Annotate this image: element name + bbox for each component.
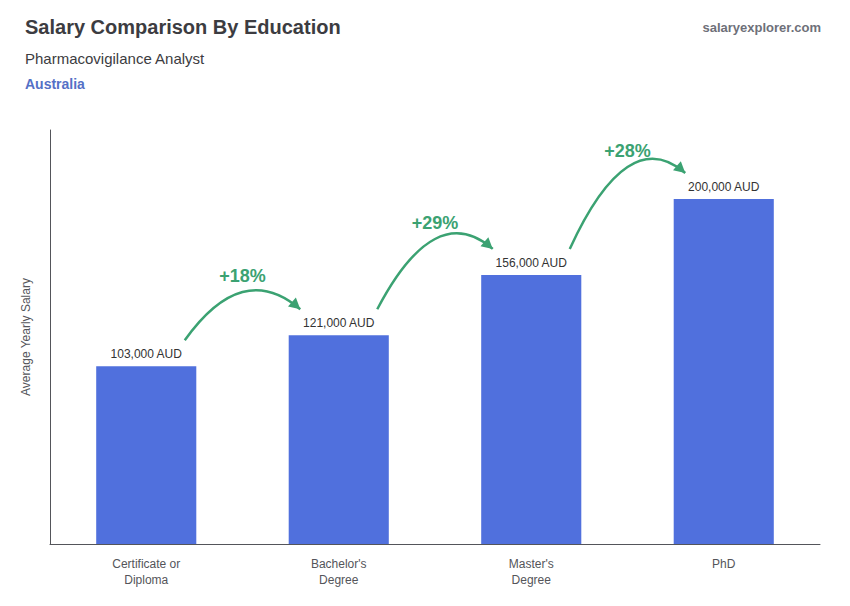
svg-text:Australia: Australia	[25, 76, 85, 92]
svg-text:Certificate or: Certificate or	[112, 557, 180, 571]
svg-text:Diploma: Diploma	[124, 573, 168, 587]
svg-text:121,000 AUD: 121,000 AUD	[303, 316, 375, 330]
svg-text:156,000 AUD: 156,000 AUD	[496, 256, 568, 270]
svg-text:salaryexplorer.com: salaryexplorer.com	[702, 20, 821, 35]
svg-text:+18%: +18%	[219, 266, 266, 286]
svg-text:Salary Comparison By Education: Salary Comparison By Education	[25, 16, 341, 38]
svg-text:103,000 AUD: 103,000 AUD	[111, 347, 183, 361]
svg-text:+28%: +28%	[604, 141, 651, 161]
svg-text:Degree: Degree	[319, 573, 359, 587]
svg-text:Pharmacovigilance Analyst: Pharmacovigilance Analyst	[25, 50, 205, 67]
svg-text:+29%: +29%	[412, 213, 459, 233]
svg-text:200,000 AUD: 200,000 AUD	[688, 180, 760, 194]
svg-text:Degree: Degree	[512, 573, 552, 587]
svg-text:Bachelor's: Bachelor's	[311, 557, 367, 571]
svg-text:PhD: PhD	[712, 557, 736, 571]
svg-text:Master's: Master's	[509, 557, 554, 571]
svg-text:Average Yearly Salary: Average Yearly Salary	[19, 278, 33, 396]
